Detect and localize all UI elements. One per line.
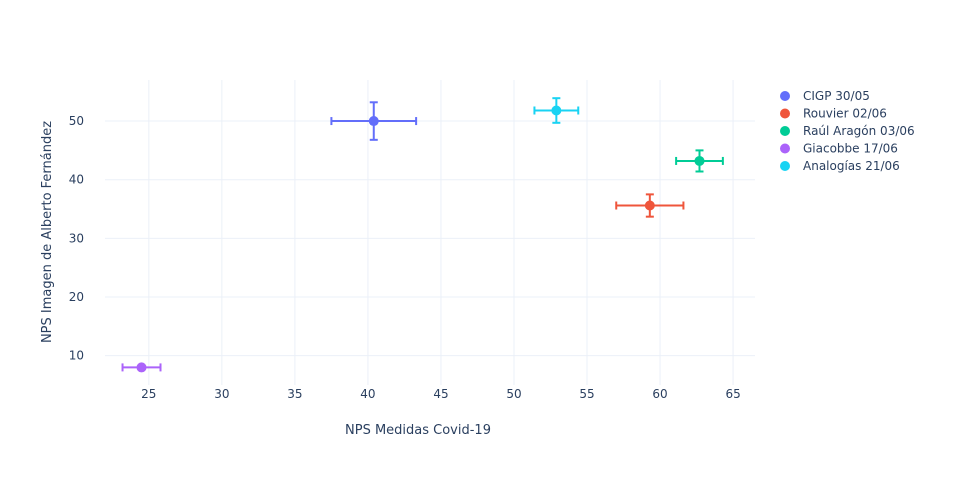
series-group[interactable]: [330, 101, 418, 141]
series-group[interactable]: [533, 97, 580, 124]
y-tick-labels: 10 20 30 40 50: [69, 114, 84, 363]
data-point[interactable]: [551, 105, 562, 116]
legend-item[interactable]: Rouvier 02/06: [780, 107, 887, 121]
legend-label: Raúl Aragón 03/06: [803, 124, 915, 138]
legend-label: Analogías 21/06: [803, 159, 900, 173]
y-tick-label: 40: [69, 173, 84, 187]
grid-lines: [105, 80, 755, 385]
x-tick-label: 40: [360, 387, 375, 401]
data-point[interactable]: [644, 200, 655, 211]
data-series[interactable]: [121, 97, 724, 373]
y-tick-label: 50: [69, 114, 84, 128]
legend-label: Giacobbe 17/06: [803, 142, 898, 156]
y-axis-title: NPS Imagen de Alberto Fernández: [40, 121, 55, 343]
x-tick-label: 60: [652, 387, 667, 401]
x-tick-label: 65: [725, 387, 740, 401]
legend-item[interactable]: Analogías 21/06: [780, 159, 900, 173]
legend-marker: [780, 91, 790, 101]
x-tick-label: 25: [141, 387, 156, 401]
data-point[interactable]: [694, 155, 705, 166]
x-axis-title: NPS Medidas Covid-19: [345, 423, 491, 438]
legend-item[interactable]: CIGP 30/05: [780, 89, 870, 103]
x-tick-label: 35: [287, 387, 302, 401]
legend-item[interactable]: Raúl Aragón 03/06: [780, 124, 915, 138]
legend-label: Rouvier 02/06: [803, 107, 887, 121]
data-point[interactable]: [368, 116, 379, 127]
series-group[interactable]: [615, 193, 685, 218]
x-tick-label: 55: [579, 387, 594, 401]
x-tick-labels: 25 30 35 40 45 50 55 60 65: [141, 387, 741, 401]
legend-label: CIGP 30/05: [803, 89, 870, 103]
x-tick-label: 30: [214, 387, 229, 401]
legend-marker: [780, 143, 790, 154]
legend[interactable]: CIGP 30/05 Rouvier 02/06 Raúl Aragón 03/06…: [780, 89, 915, 173]
y-tick-label: 30: [69, 231, 84, 245]
legend-marker: [780, 126, 790, 136]
y-tick-label: 10: [69, 349, 84, 363]
series-group[interactable]: [675, 149, 724, 173]
legend-item[interactable]: Giacobbe 17/06: [780, 142, 898, 156]
legend-marker: [780, 161, 790, 171]
series-group[interactable]: [121, 362, 162, 373]
x-tick-label: 50: [506, 387, 521, 401]
y-tick-label: 20: [69, 290, 84, 304]
legend-marker: [780, 108, 790, 119]
x-tick-label: 45: [433, 387, 448, 401]
data-point[interactable]: [136, 362, 147, 373]
